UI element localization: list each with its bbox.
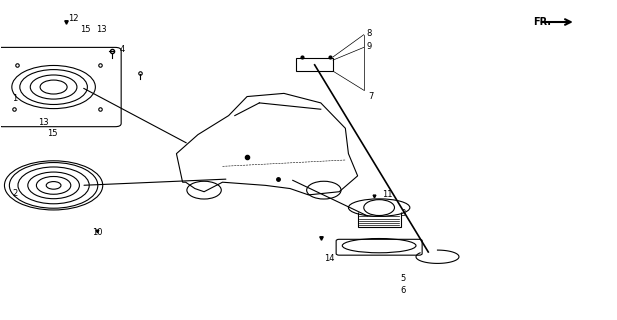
Text: 14: 14 (324, 254, 334, 263)
Text: FR.: FR. (532, 17, 551, 27)
Text: 15: 15 (48, 130, 58, 139)
Text: 12: 12 (68, 14, 78, 23)
Text: 8: 8 (367, 28, 372, 38)
Text: 13: 13 (38, 118, 49, 127)
Text: 6: 6 (400, 285, 406, 295)
Text: 15: 15 (80, 25, 91, 35)
Text: 3: 3 (400, 209, 406, 219)
Text: 10: 10 (93, 228, 103, 237)
Text: 11: 11 (382, 190, 392, 199)
Text: 9: 9 (367, 42, 372, 51)
Text: 2: 2 (12, 189, 18, 198)
Text: 1: 1 (12, 94, 18, 103)
Text: 13: 13 (97, 25, 107, 35)
Text: 5: 5 (400, 274, 406, 283)
Text: 4: 4 (119, 45, 125, 54)
Text: 7: 7 (368, 92, 373, 101)
